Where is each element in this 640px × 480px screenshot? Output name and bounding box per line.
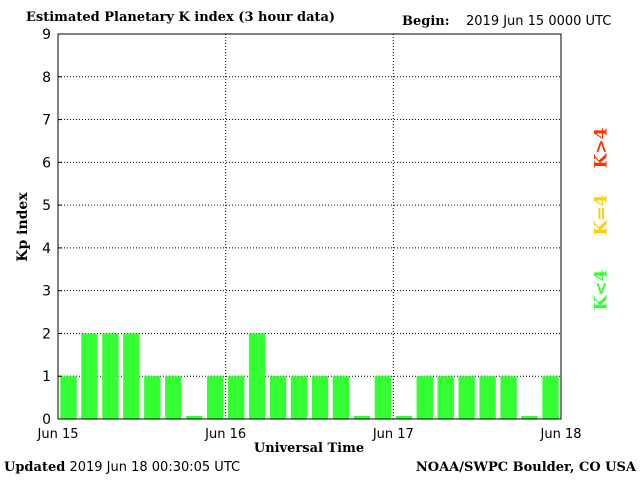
kp-bar [290,376,308,419]
x-tick-label: Jun 17 [372,427,414,442]
x-tick-label: Jun 15 [37,427,79,442]
y-axis-label: Kp index [15,192,31,262]
updated-timestamp: Updated 2019 Jun 18 00:30:05 UTC [4,460,240,475]
credit-text: NOAA/SWPC Boulder, CO USA [415,460,636,475]
kp-bar [479,376,496,419]
kp-bar [542,376,559,419]
legend-k-greater-4: K>4 [590,127,611,169]
kp-bar [102,333,119,419]
begin-value: 2019 Jun 15 0000 UTC [466,14,612,29]
kp-bar [81,333,98,419]
kp-bar [458,376,475,419]
kp-bar [416,376,433,419]
kp-bar [207,376,224,419]
updated-label: Updated [4,460,66,475]
y-tick-label: 0 [42,412,51,428]
y-tick-label: 8 [42,70,51,86]
x-axis-label: Universal Time [254,441,364,456]
kp-bar [123,333,140,419]
kp-bar [165,376,182,419]
kp-bar [374,376,392,419]
kp-bar [500,376,517,419]
kp-bar [437,376,454,419]
y-tick-label: 7 [42,113,51,129]
kp-bar [521,416,538,419]
kp-bar [248,333,266,419]
chart-title: Estimated Planetary K index (3 hour data… [26,10,336,25]
kp-bar [60,376,77,419]
kp-bar [227,376,245,419]
kp-bar [186,416,203,419]
updated-value: 2019 Jun 18 00:30:05 UTC [69,460,241,475]
legend-k-equal-4: K=4 [590,194,611,236]
kp-bar [311,376,329,419]
x-tick-label: Jun 18 [540,427,582,442]
legend-k-less-4: K<4 [590,269,611,311]
y-tick-label: 5 [42,198,51,214]
kp-bar [332,376,350,419]
y-tick-label: 4 [42,241,51,257]
y-tick-label: 2 [42,326,51,342]
plot-frame [57,33,562,420]
begin-label: Begin: [402,14,450,29]
kp-bar [269,376,287,419]
y-tick-label: 1 [42,369,51,385]
y-tick-label: 9 [42,27,51,43]
x-tick-label: Jun 16 [204,427,246,442]
y-tick-label: 6 [42,155,51,171]
y-tick-label: 3 [42,284,51,300]
kp-bar [353,416,371,419]
kp-bar [395,416,412,419]
kp-bar [144,376,161,419]
